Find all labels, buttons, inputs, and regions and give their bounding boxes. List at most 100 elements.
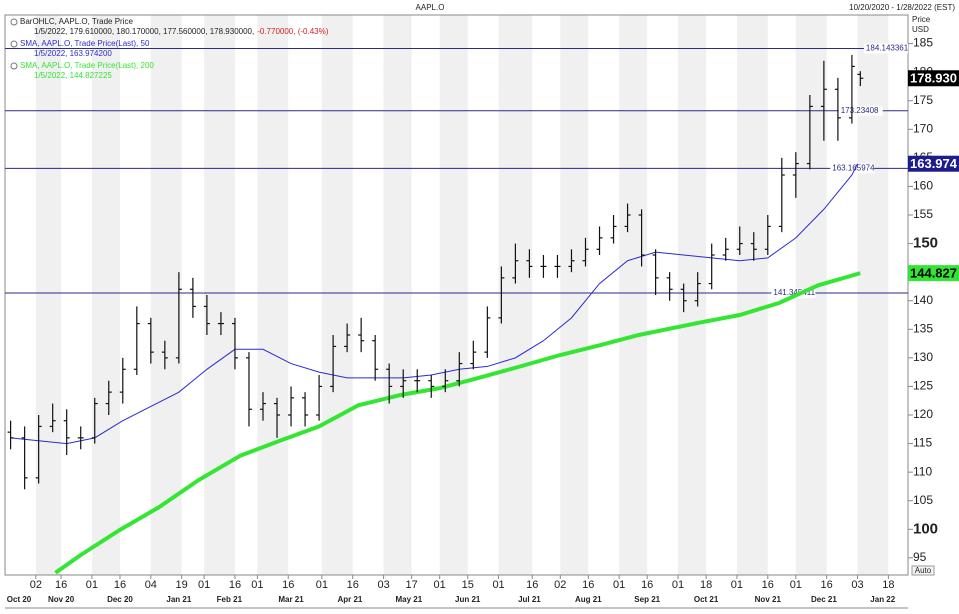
auto-button[interactable] (911, 565, 935, 576)
y-tick-label: 185 (913, 36, 933, 50)
x-tick-label: 02 (30, 579, 42, 591)
legend-icon (10, 18, 18, 26)
x-month-label: Sep 21 (634, 595, 660, 604)
x-month-label: Nov 21 (755, 595, 782, 604)
price-tag-label: 163.974 (910, 156, 958, 171)
x-tick-label: 16 (55, 579, 67, 591)
x-tick-label: 19 (176, 579, 188, 591)
x-tick-label: 03 (377, 579, 389, 591)
x-tick-label: 01 (198, 579, 210, 591)
y-tick-label: 175 (913, 93, 933, 107)
x-tick-label: 16 (229, 579, 241, 591)
background-band (498, 15, 533, 575)
x-tick-label: 01 (251, 579, 263, 591)
x-tick-label: 15 (462, 579, 474, 591)
y-tick-label: 160 (913, 179, 933, 193)
y-tick-label: 120 (913, 407, 933, 421)
x-month-label: Oct 20 (7, 595, 32, 604)
background-band (857, 15, 889, 575)
x-tick-label: 01 (492, 579, 504, 591)
legend-readout: 1/5/2022, 179.610000, 180.170000, 177.56… (34, 27, 254, 36)
x-tick-label: 17 (406, 579, 418, 591)
x-month-label: Aug 21 (575, 595, 602, 604)
chart-title: AAPL.O (416, 3, 445, 12)
x-tick-label: 16 (347, 579, 359, 591)
price-tag-label: 178.930 (910, 71, 957, 86)
legend-name: BarOHLC, AAPL.O, Trade Price (20, 17, 133, 26)
x-month-label: Jul 21 (518, 595, 541, 604)
x-tick-label: 01 (672, 579, 684, 591)
legend-icon (10, 62, 18, 70)
y-tick-label: 125 (913, 379, 933, 393)
x-tick-label: 03 (851, 579, 863, 591)
background-band (736, 15, 768, 575)
reference-label: 173.23408 (841, 106, 879, 115)
y-tick-label: 100 (913, 520, 938, 537)
price-tag (908, 155, 959, 172)
x-tick-label: 16 (762, 579, 774, 591)
x-tick-label: 01 (613, 579, 625, 591)
x-tick-label: 01 (86, 579, 98, 591)
background-band (560, 15, 589, 575)
x-tick-label: 16 (821, 579, 833, 591)
legend-readout: 1/5/2022, 144.827225 (34, 71, 112, 80)
x-tick-label: 01 (790, 579, 802, 591)
date-range: 10/20/2020 - 1/28/2022 (EST) (849, 3, 955, 12)
y-tick-label: 155 (913, 207, 933, 221)
price-tag-label: 144.827 (910, 266, 957, 281)
background-band (678, 15, 707, 575)
price-tag (908, 70, 959, 87)
y-tick-label: 105 (913, 493, 933, 507)
y-tick-label: 115 (913, 436, 932, 450)
y-tick-label: 95 (913, 550, 927, 564)
legend-name: SMA, AAPL.O, Trade Price(Last), 50 (20, 39, 150, 48)
reference-label-bg (830, 163, 875, 174)
background-band (150, 15, 182, 575)
x-tick-label: 01 (434, 579, 446, 591)
legend-icon (10, 40, 18, 48)
x-month-label: Mar 21 (278, 595, 304, 604)
plot-frame (4, 14, 909, 576)
y-label: Price (912, 15, 931, 24)
auto-button-label[interactable]: Auto (915, 566, 932, 575)
reference-label: 141.345411 (773, 288, 815, 297)
background-band (204, 15, 235, 575)
x-month-label: Dec 20 (107, 595, 133, 604)
x-month-label: Nov 20 (48, 595, 75, 604)
x-tick-label: 18 (882, 579, 894, 591)
legend-readout: 1/5/2022, 163.974200 (34, 49, 112, 58)
background-band (439, 15, 468, 575)
y-unit: USD (912, 25, 929, 34)
y-tick-label: 140 (913, 293, 933, 307)
reference-label-bg (771, 288, 816, 299)
x-tick-label: 04 (145, 579, 157, 591)
x-tick-label: 16 (582, 579, 594, 591)
x-tick-label: 16 (282, 579, 294, 591)
background-band (35, 15, 62, 575)
x-month-label: Jan 21 (166, 595, 191, 604)
background-band (91, 15, 120, 575)
x-month-label: Feb 21 (217, 595, 243, 604)
reference-label-bg (838, 105, 883, 116)
background-band (619, 15, 648, 575)
sma-line (54, 271, 861, 575)
x-month-label: Jun 21 (455, 595, 481, 604)
y-tick-label: 130 (913, 350, 933, 364)
reference-label: 163.165974 (832, 163, 875, 172)
legend-name: SMA, AAPL.O, Trade Price(Last), 200 (20, 61, 154, 70)
price-tag (908, 265, 959, 282)
x-tick-label: 16 (641, 579, 653, 591)
x-tick-label: 01 (731, 579, 743, 591)
y-tick-label: 150 (913, 235, 938, 252)
legend-change: -0.770000, (-0.43%) (257, 27, 328, 36)
x-tick-label: 16 (526, 579, 538, 591)
reference-label: 184.143361 (866, 44, 909, 53)
x-month-label: Apr 21 (337, 595, 362, 604)
y-tick-label: 170 (913, 121, 933, 135)
x-tick-label: 02 (554, 579, 566, 591)
x-month-label: Dec 21 (811, 595, 837, 604)
background-band (383, 15, 412, 575)
x-tick-label: 18 (700, 579, 712, 591)
x-tick-label: 16 (114, 579, 126, 591)
